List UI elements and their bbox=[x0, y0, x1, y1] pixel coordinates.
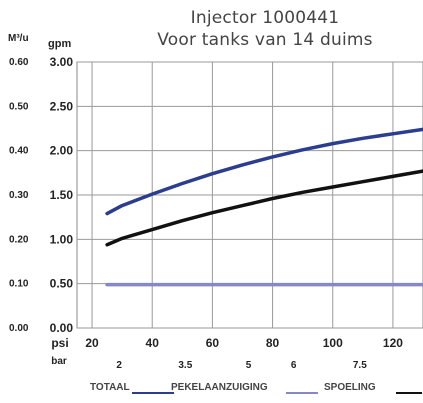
x-tick-label-psi: 100 bbox=[323, 336, 343, 350]
x-tick-label-psi: 40 bbox=[146, 336, 160, 350]
y-tick-label: 1.00 bbox=[50, 232, 74, 246]
series-line-totaal bbox=[105, 127, 423, 216]
m3-tick-label: 0.00 bbox=[9, 323, 29, 334]
m3-tick-label: 0.20 bbox=[9, 234, 29, 245]
m3-tick-label: 0.10 bbox=[9, 279, 29, 290]
y-tick-label: 2.00 bbox=[50, 144, 74, 158]
flow-rate-chart: 0.00 0.00 0.50 0.10 1.00 0.20 1.50 0.30 2.00 0.40… bbox=[9, 55, 423, 371]
x-tick-label-bar: 5 bbox=[246, 360, 252, 371]
x-tick-label-psi: 80 bbox=[266, 336, 280, 350]
chart-subtitle: Voor tanks van 14 duims bbox=[157, 30, 373, 50]
left-axis-unit: M³/u bbox=[8, 33, 29, 44]
y-tick-label: 0.00 bbox=[50, 321, 74, 335]
legend-line-pekelaanzuiging bbox=[286, 392, 318, 394]
legend-label-spoeling: SPOELING bbox=[324, 382, 376, 393]
y-tick-label: 1.50 bbox=[50, 188, 74, 202]
legend: TOTAAL PEKELAANZUIGING SPOELING bbox=[68, 382, 422, 398]
chart-title: Injector 1000441 bbox=[190, 8, 340, 28]
x-tick-label-psi: 20 bbox=[85, 336, 99, 350]
m3-tick-label: 0.60 bbox=[9, 57, 29, 68]
x-tick-label-psi: 120 bbox=[383, 336, 403, 350]
m3-tick-label: 0.40 bbox=[9, 146, 29, 157]
legend-label-totaal: TOTAAL bbox=[90, 382, 130, 393]
y-tick-label: 3.00 bbox=[50, 55, 74, 69]
x-tick-label-bar: 3.5 bbox=[178, 360, 192, 371]
legend-line-totaal bbox=[132, 392, 174, 394]
x-tick-label-psi: 60 bbox=[206, 336, 220, 350]
y-axis-label: gpm bbox=[48, 38, 72, 50]
y-tick-label: 0.50 bbox=[50, 277, 74, 291]
x-axis-label-bar: bar bbox=[51, 356, 67, 367]
x-tick-label-bar: 2 bbox=[116, 360, 122, 371]
y-tick-label: 2.50 bbox=[50, 99, 74, 113]
x-axis-label-psi: psi bbox=[51, 336, 68, 350]
legend-line-spoeling bbox=[396, 392, 422, 394]
x-tick-label-bar: 6 bbox=[291, 360, 297, 371]
m3-tick-label: 0.50 bbox=[9, 101, 29, 112]
x-tick-label-bar: 7.5 bbox=[353, 360, 367, 371]
series-line-pekelaanzuiging bbox=[105, 169, 423, 247]
m3-tick-label: 0.30 bbox=[9, 190, 29, 201]
legend-label-pekelaanzuiging: PEKELAANZUIGING bbox=[171, 382, 268, 393]
